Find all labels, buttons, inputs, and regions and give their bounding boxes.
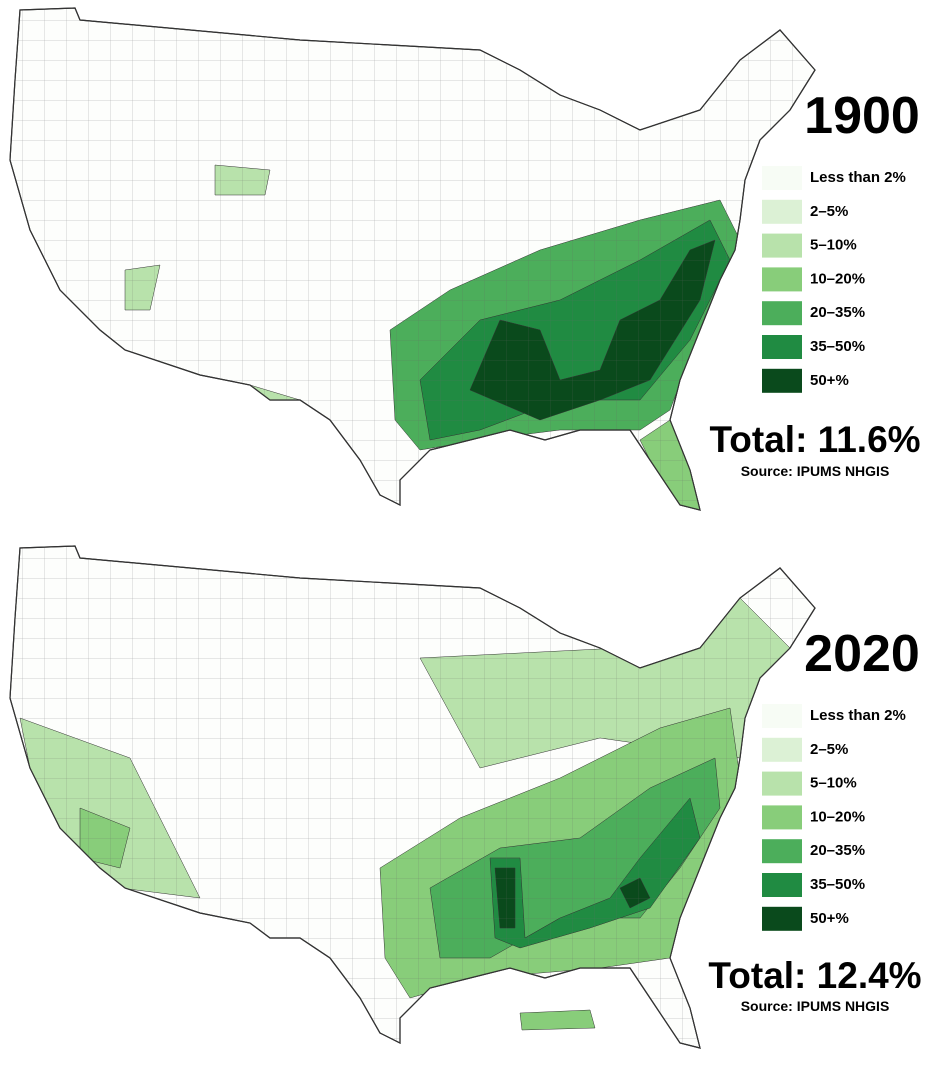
- legend-label: 5–10%: [810, 237, 857, 254]
- total: Total: 11.6%: [709, 419, 920, 460]
- legend-label: 10–20%: [810, 270, 865, 287]
- legend-label: Less than 2%: [810, 707, 906, 724]
- legend-label: 5–10%: [810, 775, 857, 792]
- source: Source: IPUMS NHGIS: [741, 998, 890, 1014]
- legend-label: Less than 2%: [810, 169, 906, 186]
- legend-swatch: [762, 771, 802, 796]
- legend-swatch: [762, 301, 802, 326]
- year-title: 1900: [804, 87, 920, 145]
- legend-swatch: [762, 335, 802, 359]
- legend-label: 20–35%: [810, 842, 865, 859]
- legend-swatch: [762, 839, 802, 864]
- total: Total: 12.4%: [708, 955, 921, 996]
- legend-label: 35–50%: [810, 876, 865, 893]
- legend-swatch: [762, 805, 802, 830]
- legend-swatch: [762, 704, 802, 728]
- legend-swatch: [762, 873, 802, 897]
- legend-swatch: [762, 906, 802, 931]
- legend-label: 10–20%: [810, 808, 865, 825]
- legend-swatch: [762, 267, 802, 292]
- source: Source: IPUMS NHGIS: [741, 463, 890, 479]
- legend: Less than 2% 2–5% 5–10% 10–20% 20–35% 35–50% 5…: [762, 166, 906, 393]
- legend-swatch: [762, 166, 802, 190]
- year-title: 2020: [804, 625, 920, 683]
- legend-label: 35–50%: [810, 338, 865, 355]
- legend-swatch: [762, 368, 802, 393]
- legend-swatch: [762, 233, 802, 258]
- map-panel: 2020 Less than 2% 2–5% 5–10% 10–20% 20–35% 35…: [9, 545, 922, 1049]
- legend-swatch: [762, 737, 802, 762]
- legend-label: 50+%: [810, 910, 849, 927]
- legend-label: 20–35%: [810, 304, 865, 321]
- legend-swatch: [762, 199, 802, 224]
- legend-label: 50+%: [810, 372, 849, 389]
- legend: Less than 2% 2–5% 5–10% 10–20% 20–35% 35–50% 5…: [762, 704, 906, 931]
- map-panel: 1900 Less than 2% 2–5% 5–10% 10–20% 20–35% 35…: [9, 7, 921, 511]
- legend-label: 2–5%: [810, 741, 848, 758]
- legend-label: 2–5%: [810, 203, 848, 220]
